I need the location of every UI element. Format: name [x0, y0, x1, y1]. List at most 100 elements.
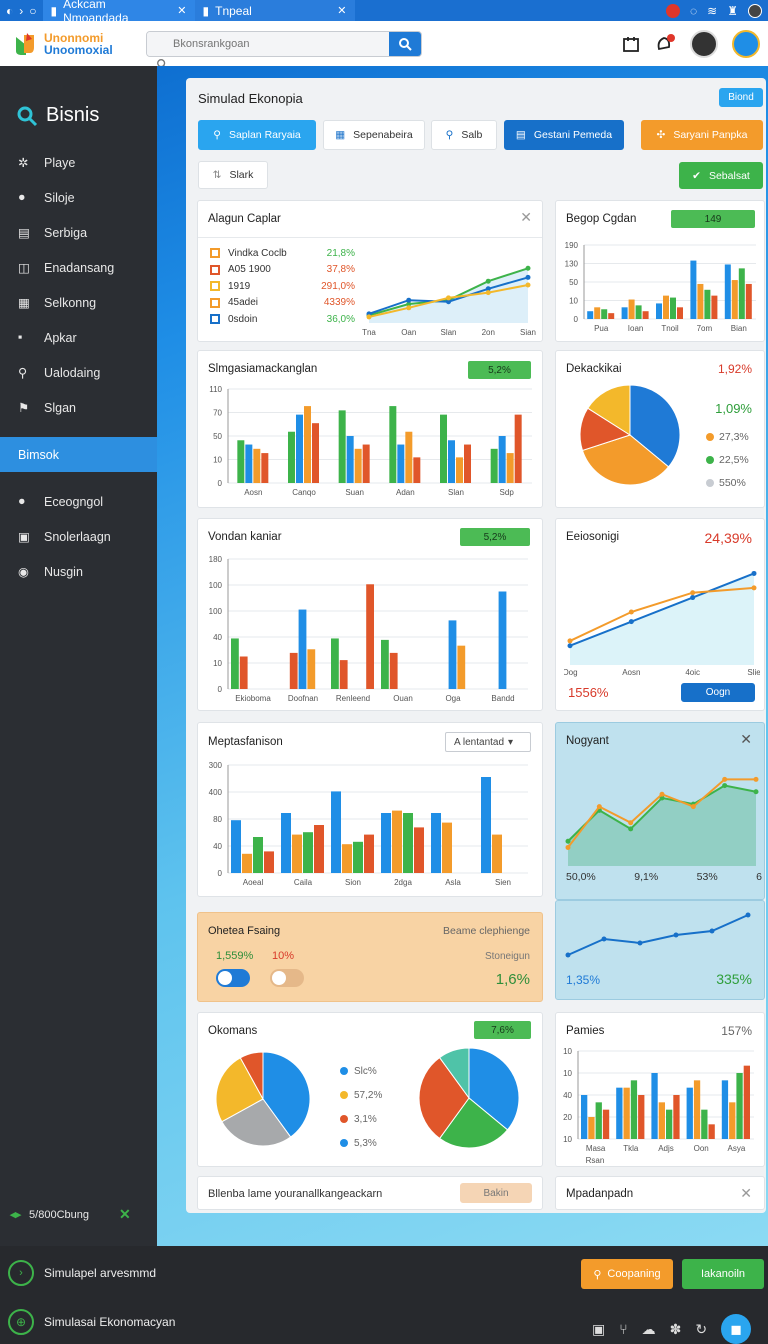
data-point: [628, 609, 634, 615]
search-button[interactable]: [389, 31, 421, 56]
refresh-icon[interactable]: ↻: [695, 1320, 708, 1337]
x-tick-label: Aoeal: [243, 878, 264, 887]
series-line: [569, 572, 755, 647]
stat-value: 6: [756, 871, 762, 883]
browser-tab-1[interactable]: ▮ Ackcam Nmoandada ✕: [42, 0, 195, 25]
sidebar-item-enadansang[interactable]: ◫ Enadansang: [0, 250, 157, 285]
data-point: [628, 820, 634, 826]
footer-message: Bllenba lame youranallkangeackarn: [208, 1188, 383, 1200]
bar: [397, 444, 405, 483]
bar: [711, 295, 718, 319]
card-ohetea-fsaing: Ohetea Fsaing Beame clephienge 1,559% 10…: [197, 912, 543, 1002]
toggle-switch[interactable]: [216, 969, 250, 987]
bar: [638, 1095, 645, 1139]
legend-label: 5,3%: [354, 1137, 377, 1149]
app-header: Unonnomi Unoomoxial: [0, 21, 768, 70]
fork-icon[interactable]: ⑂: [619, 1321, 628, 1337]
forward-icon[interactable]: ›: [19, 3, 24, 18]
metric-value: 1,559%: [216, 950, 254, 962]
x-tick-label: Asla: [445, 878, 461, 887]
sort-button[interactable]: ⇅ Slark: [198, 161, 268, 189]
avatar[interactable]: [748, 3, 762, 18]
x-tick-label: Slie: [747, 668, 760, 677]
bar: [440, 414, 447, 483]
palette-icon[interactable]: ✽: [669, 1320, 682, 1337]
oogn-button[interactable]: Oogn: [681, 683, 755, 702]
close-icon[interactable]: ✕: [520, 209, 532, 225]
button-label: Iakanoiln: [700, 1268, 746, 1280]
calendar-icon[interactable]: [622, 35, 640, 53]
iakanoiln-button[interactable]: Iakanoiln: [682, 1259, 764, 1289]
table-icon[interactable]: ▣: [592, 1320, 606, 1337]
close-icon[interactable]: ✕: [119, 1206, 131, 1222]
sidebar-item-playe[interactable]: ✲ Playe: [0, 145, 157, 180]
button-label: Bakin: [483, 1187, 509, 1199]
bottom-row-2[interactable]: ⊕ Simulasai Ekonomacyan: [8, 1309, 175, 1335]
toggle-switch[interactable]: [270, 969, 304, 987]
apply-button[interactable]: ✔ Sebalsat: [679, 162, 763, 189]
assistant-icon[interactable]: ◼: [721, 1314, 752, 1344]
close-icon[interactable]: ✕: [177, 5, 187, 17]
toolbar-button-saplan[interactable]: ⚲ Saplan Raryaia: [198, 120, 316, 150]
card-sub-value: 1,09%: [715, 401, 752, 416]
card-title: Mpadanpadn: [566, 1188, 634, 1200]
bar: [731, 280, 738, 319]
bar: [498, 436, 506, 483]
reload-icon[interactable]: ○: [29, 3, 37, 18]
expand-icon[interactable]: ◂▸: [10, 1209, 22, 1221]
toolbar-button-sepenabeira[interactable]: ▦ Sepenabeira: [323, 120, 425, 150]
sidebar-item-nusgin[interactable]: ◉ Nusgin: [0, 554, 157, 589]
bar: [298, 609, 307, 689]
bar: [296, 414, 303, 483]
search-icon: [399, 37, 412, 51]
sidebar-item-label: Slgan: [44, 400, 76, 415]
data-point: [406, 305, 412, 311]
x-tick-label: 2on: [482, 328, 495, 337]
sidebar-item-selkonng[interactable]: ▦ Selkonng: [0, 285, 157, 320]
series-dropdown[interactable]: A lentantad ▾: [445, 732, 531, 752]
legend-swatch: [706, 432, 714, 441]
series-line: [567, 914, 749, 956]
sidebar-item-eceogngol[interactable]: ● Eceogngol: [0, 484, 157, 519]
sidebar-item-siloje[interactable]: ● Siloje: [0, 180, 157, 215]
bakin-button[interactable]: Bakin: [460, 1183, 532, 1203]
header-actions: [622, 29, 768, 58]
sidebar-item-apkar[interactable]: ▪ Apkar: [0, 320, 157, 355]
browser-status-icons: ◌ ≋ ♜: [666, 3, 768, 18]
bar: [464, 444, 471, 483]
bar: [237, 440, 245, 483]
browser-tab-2[interactable]: ▮ Tnpeal ✕: [194, 0, 355, 21]
sidebar-item-snolerlaagn[interactable]: ▣ Snolerlaagn: [0, 519, 157, 554]
back-icon[interactable]: ◐: [6, 3, 14, 18]
close-icon[interactable]: ✕: [740, 731, 752, 747]
bar: [331, 791, 341, 873]
globe-icon[interactable]: ◌: [690, 3, 698, 18]
notification-icon[interactable]: [654, 33, 676, 55]
legend-item: 22,5%: [706, 448, 749, 471]
data-point: [567, 638, 573, 644]
sidebar-item-slgan[interactable]: ⚑ Slgan: [0, 390, 157, 425]
sidebar-item-serbiga[interactable]: ▤ Serbiga: [0, 215, 157, 250]
search-input[interactable]: [147, 31, 389, 56]
app-logo[interactable]: Unonnomi Unoomoxial: [0, 21, 130, 66]
toolbar-button-saryani[interactable]: ✣ Saryani Panpka: [641, 120, 763, 150]
close-icon[interactable]: ✕: [337, 5, 347, 17]
bottom-row-1[interactable]: › Simulapel arvesmmd: [8, 1260, 156, 1286]
y-tick-label: 100: [209, 607, 223, 616]
sidebar-item-ualodaing[interactable]: ⚲ Ualodaing: [0, 355, 157, 390]
sidebar-item-bimsok[interactable]: Bimsok: [0, 437, 157, 472]
search-icon: ⚲: [445, 129, 454, 141]
user-avatar[interactable]: [690, 29, 718, 58]
sidebar-brand[interactable]: Bisnis: [0, 66, 157, 127]
biond-button[interactable]: Biond: [719, 88, 763, 107]
cloud-icon[interactable]: ☁: [641, 1320, 656, 1337]
org-avatar[interactable]: [732, 29, 760, 58]
record-icon[interactable]: [666, 3, 681, 18]
close-icon[interactable]: ✕: [740, 1185, 752, 1201]
line-chart: [565, 912, 751, 958]
y-tick-label: 0: [574, 315, 579, 324]
toolbar-button-gestani[interactable]: ▤ Gestani Pemeda: [504, 120, 624, 150]
x-tick-label: Adan: [396, 488, 415, 497]
toolbar-button-salb[interactable]: ⚲ Salb: [431, 120, 497, 150]
coopaning-button[interactable]: ⚲ Coopaning: [581, 1259, 673, 1289]
